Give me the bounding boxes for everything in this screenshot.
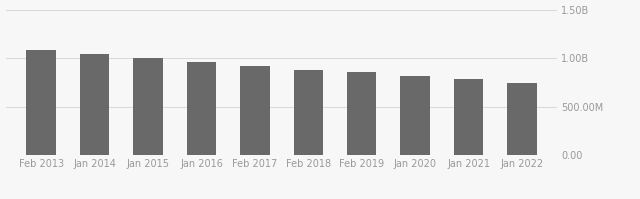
Bar [294,69,323,155]
Bar [187,62,216,155]
Bar [401,76,430,155]
Bar [240,66,269,155]
Bar [454,79,483,155]
Bar [26,50,56,155]
Bar [80,54,109,155]
Bar [133,58,163,155]
Bar [347,72,376,155]
Bar [508,83,537,155]
